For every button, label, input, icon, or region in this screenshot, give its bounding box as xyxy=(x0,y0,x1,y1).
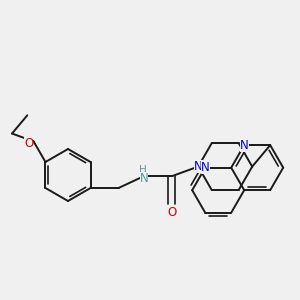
Text: N: N xyxy=(194,160,203,173)
Text: N: N xyxy=(240,139,249,152)
Text: O: O xyxy=(24,137,33,150)
Text: N: N xyxy=(140,172,148,185)
Text: N: N xyxy=(201,161,210,174)
Text: O: O xyxy=(167,206,176,219)
Text: H: H xyxy=(139,165,147,175)
